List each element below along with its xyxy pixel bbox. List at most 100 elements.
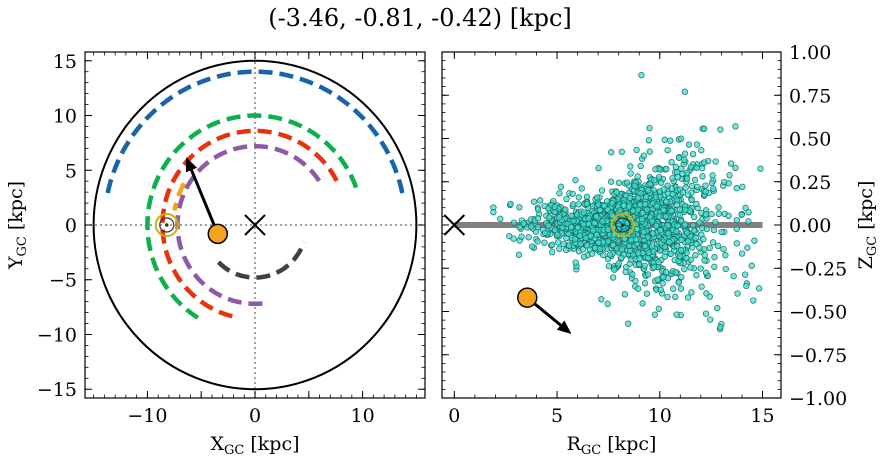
spiral-arm <box>175 143 322 307</box>
star-point <box>629 271 636 278</box>
star-point <box>528 223 535 230</box>
star-point <box>626 195 634 202</box>
sun-center-dot <box>164 223 169 227</box>
star-point <box>560 240 567 248</box>
star-point <box>667 137 674 144</box>
velocity-arrow-head <box>556 320 572 334</box>
star-point <box>739 183 746 190</box>
x-tick-label: −10 <box>127 405 167 427</box>
star-point <box>711 254 718 261</box>
star-point <box>691 176 699 184</box>
star-point <box>634 173 641 180</box>
y-axis-label: YGC [kpc] <box>5 181 30 270</box>
star-point <box>701 257 708 264</box>
star-point <box>618 254 625 261</box>
star-point <box>663 165 670 173</box>
star-point <box>534 238 541 245</box>
star-point <box>750 297 757 304</box>
y-tick-label: 10 <box>53 106 77 128</box>
star-point <box>562 206 569 213</box>
star-point <box>641 201 649 208</box>
star-point <box>733 225 740 232</box>
star-point <box>692 234 699 242</box>
star-point <box>751 237 758 244</box>
star-point <box>710 226 718 234</box>
star-point <box>656 213 663 220</box>
star-point <box>537 197 544 204</box>
galactic-center-marker <box>443 214 466 236</box>
x-tick-label: 10 <box>648 405 672 427</box>
star-point <box>598 187 606 194</box>
star-point <box>684 175 691 182</box>
star-point <box>687 163 694 171</box>
star-point <box>701 159 708 166</box>
x-tick-label: 5 <box>551 405 563 427</box>
star-point <box>608 200 616 207</box>
star-point <box>715 204 722 211</box>
star-point <box>681 88 688 95</box>
velocity-arrow <box>185 157 220 235</box>
star-point <box>663 198 670 205</box>
star-point <box>673 311 680 318</box>
star-point <box>686 20 692 26</box>
star-point <box>572 177 579 184</box>
star-point <box>685 141 693 148</box>
star-point <box>743 282 750 290</box>
star-point <box>627 163 634 170</box>
star-point <box>720 178 728 186</box>
star-point <box>580 209 587 216</box>
star-point <box>525 234 532 241</box>
star-point <box>725 212 732 219</box>
star-point <box>670 285 677 292</box>
star-point <box>702 188 709 195</box>
star-point <box>707 316 714 323</box>
star-point <box>545 205 552 212</box>
star-point <box>734 290 741 297</box>
star-point <box>534 206 542 213</box>
star-point <box>583 242 591 249</box>
star-point <box>574 224 581 231</box>
star-point <box>681 265 688 273</box>
star-point <box>733 240 740 247</box>
star-point <box>727 160 735 167</box>
galactic-plane-panel: −10 0 10 −15 −10 −5 0 5 10 15 XGC [kpc] YGC [kpc] <box>5 51 426 458</box>
star-point <box>666 238 673 246</box>
x-axis-label: XGC [kpc] <box>210 433 299 458</box>
star-point <box>530 198 538 205</box>
star-point <box>633 236 640 243</box>
star-point <box>545 222 552 229</box>
star-point <box>633 225 641 233</box>
star-point <box>583 200 591 208</box>
star-point <box>712 219 719 226</box>
star-point <box>701 125 708 132</box>
radial-height-panel: 0 5 10 15 −1.00 −0.75 −0.50 −0.25 0.00 0.25 0.50 0.… <box>441 20 880 458</box>
star-point <box>609 274 617 281</box>
star-point <box>657 286 664 293</box>
star-point <box>655 173 663 181</box>
star-point <box>733 185 740 192</box>
x-axis-label: RGC [kpc] <box>567 433 657 458</box>
y-tick-label: −5 <box>49 270 77 292</box>
star-point <box>661 136 668 143</box>
star-point <box>720 245 727 253</box>
star-point <box>637 190 644 197</box>
star-point <box>676 211 684 219</box>
star-point <box>556 190 563 197</box>
star-point <box>596 206 604 214</box>
y-tick-label: −15 <box>37 379 77 401</box>
star-point <box>568 223 575 231</box>
star-point <box>677 135 685 142</box>
star-point <box>643 193 650 201</box>
star-point <box>613 189 620 196</box>
star-point <box>610 241 617 249</box>
star-point <box>658 179 665 186</box>
star-point <box>702 182 709 189</box>
star-point <box>644 271 652 278</box>
star-point <box>563 195 570 203</box>
star-point <box>688 289 695 296</box>
star-point <box>672 163 679 171</box>
star-point <box>518 233 525 240</box>
right-plot-area <box>443 20 764 334</box>
star-point <box>585 220 592 228</box>
star-point <box>651 311 659 318</box>
